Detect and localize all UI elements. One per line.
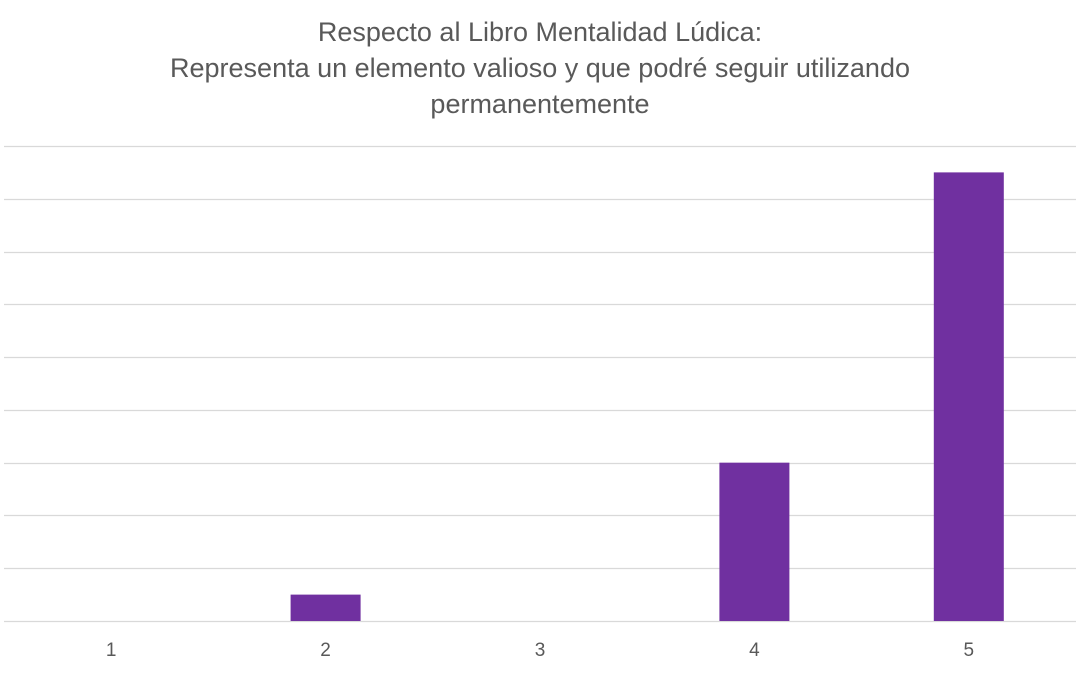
bar-4	[719, 462, 790, 621]
x-tick-label-5: 5	[964, 640, 975, 661]
x-tick-label-3: 3	[535, 640, 546, 661]
x-tick-label-2: 2	[320, 640, 331, 661]
chart-title-line-2: Representa un elemento valioso y que pod…	[170, 53, 910, 83]
bar-5	[933, 172, 1004, 621]
x-tick-label-4: 4	[749, 640, 760, 661]
x-tick-label-1: 1	[106, 640, 117, 661]
chart-title: Respecto al Libro Mentalidad Lúdica: Rep…	[0, 14, 1080, 122]
chart-title-line-1: Respecto al Libro Mentalidad Lúdica:	[317, 17, 763, 47]
bar-2	[290, 594, 361, 621]
x-axis-tick-labels: 1 2 3 4 5	[106, 640, 974, 661]
gridlines	[4, 145, 1076, 623]
chart-title-line-3: permanentemente	[430, 89, 650, 119]
bars	[290, 172, 1004, 621]
